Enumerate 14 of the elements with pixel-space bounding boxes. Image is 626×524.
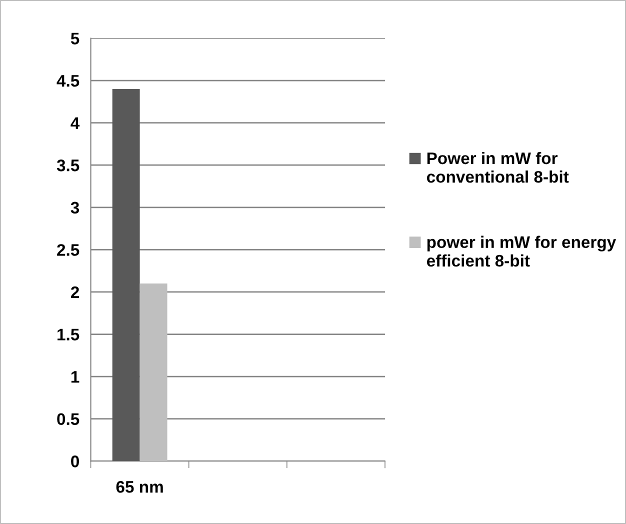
x-tick-label: 65 nm <box>116 481 163 493</box>
y-tick-label: 1.5 <box>58 328 80 340</box>
legend-label: power in mW for energy efficient 8-bit <box>426 236 616 267</box>
y-tick-label: 2 <box>70 286 79 298</box>
y-tick-label: 0.5 <box>57 413 80 426</box>
y-tick-label: 0 <box>71 456 79 468</box>
y-tick-label: 2.5 <box>57 244 80 256</box>
y-tick-label: 3.5 <box>56 160 80 172</box>
y-tick-label: 1 <box>71 371 80 383</box>
y-tick-label: 5 <box>70 32 80 44</box>
y-tick-label: 4.5 <box>56 75 80 87</box>
legend-label: Power in mW for conventional 8-bit <box>426 152 569 183</box>
y-tick-label: 4 <box>70 117 80 129</box>
y-tick-label: 3 <box>70 202 80 214</box>
